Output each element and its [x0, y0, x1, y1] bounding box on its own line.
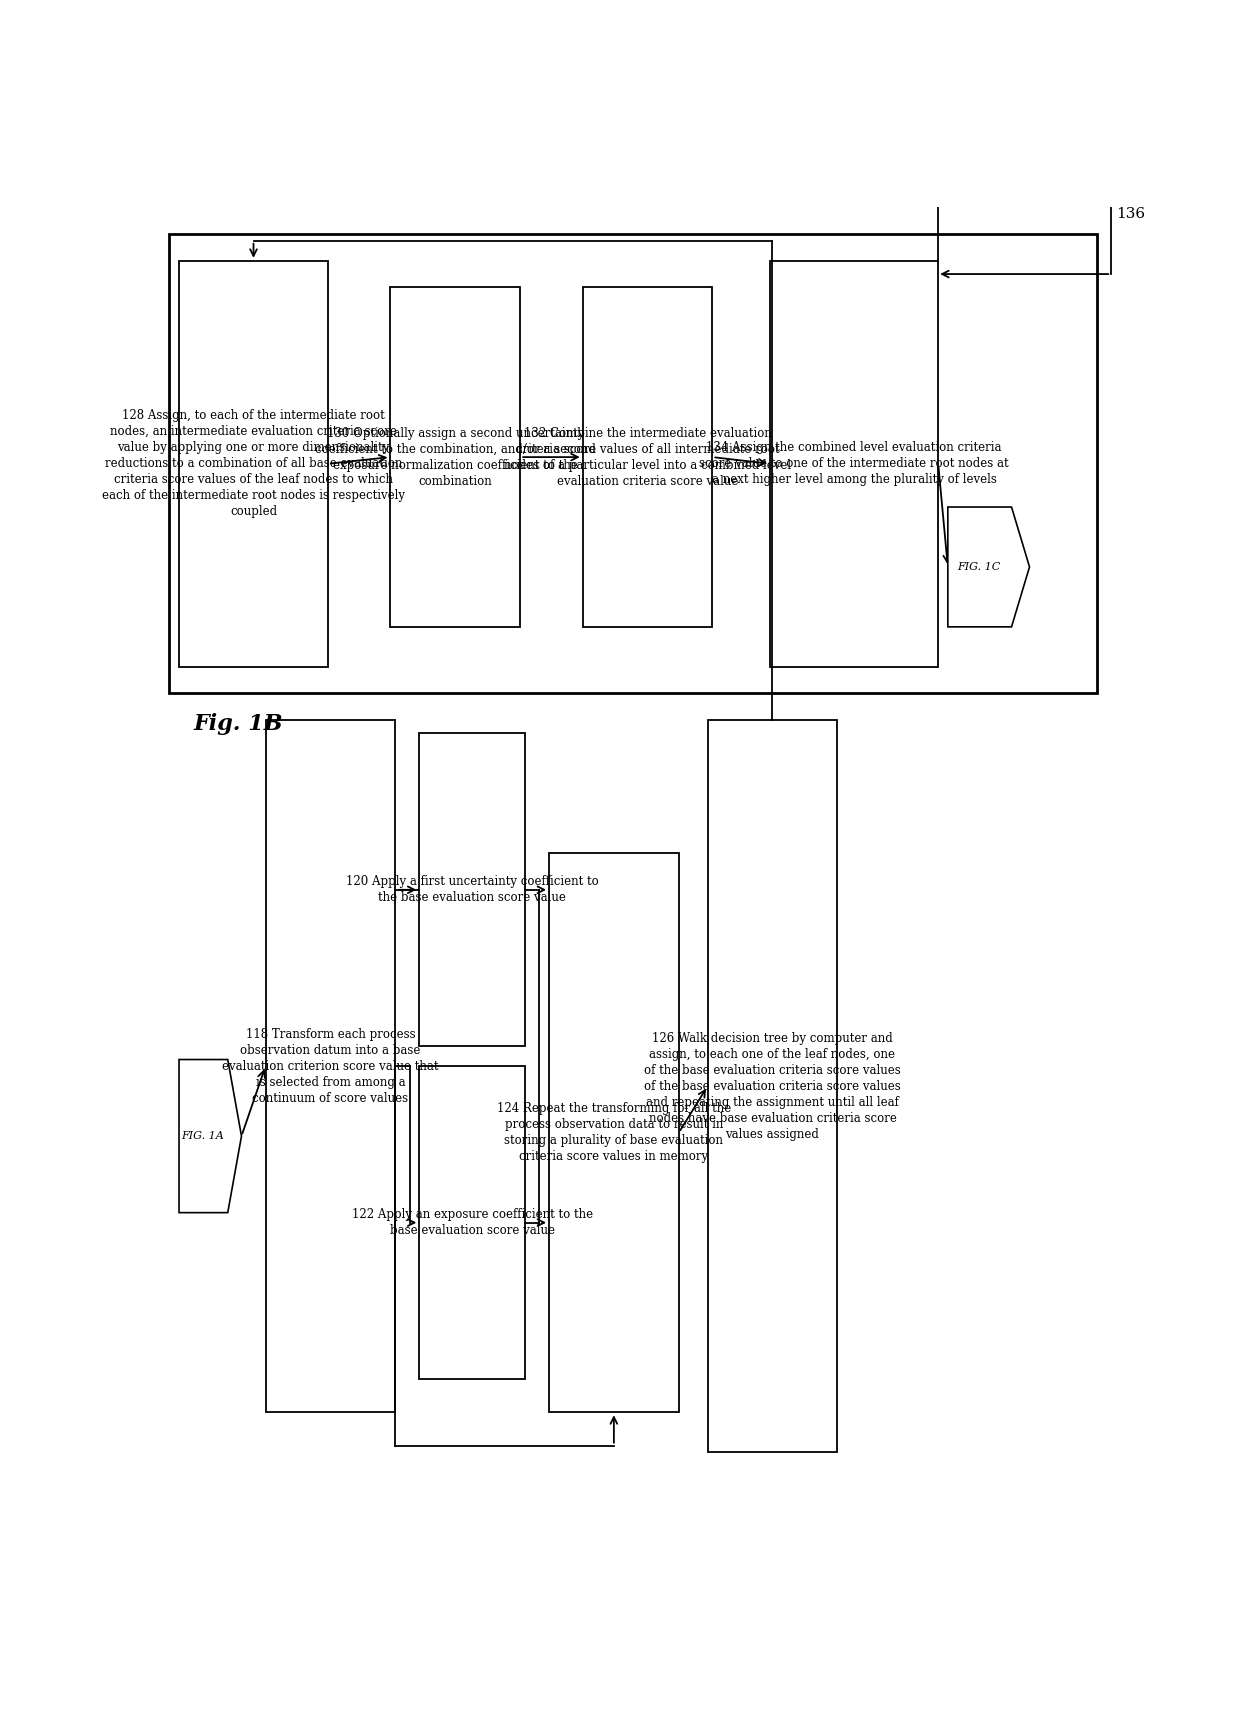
- FancyBboxPatch shape: [549, 852, 678, 1413]
- Text: Fig. 1B: Fig. 1B: [193, 714, 283, 735]
- Text: FIG. 1A: FIG. 1A: [181, 1131, 224, 1141]
- FancyBboxPatch shape: [708, 719, 837, 1452]
- Text: 124 Repeat the transforming for all the
process observation data to result in
st: 124 Repeat the transforming for all the …: [497, 1103, 732, 1164]
- Text: 120 Apply a first uncertainty coefficient to
the base evaluation score value: 120 Apply a first uncertainty coefficien…: [346, 875, 599, 904]
- FancyBboxPatch shape: [419, 733, 525, 1046]
- FancyBboxPatch shape: [583, 287, 713, 628]
- FancyBboxPatch shape: [265, 719, 396, 1413]
- Text: 128 Assign, to each of the intermediate root
nodes, an intermediate evaluation c: 128 Assign, to each of the intermediate …: [102, 410, 405, 519]
- Text: 126 Walk decision tree by computer and
assign, to each one of the leaf nodes, on: 126 Walk decision tree by computer and a…: [644, 1032, 900, 1141]
- FancyBboxPatch shape: [770, 261, 939, 667]
- Text: 132 Combine the intermediate evaluation
criteria score values of all intermediat: 132 Combine the intermediate evaluation …: [503, 427, 791, 488]
- Text: 136: 136: [1116, 207, 1145, 221]
- Text: FIG. 1C: FIG. 1C: [957, 562, 1001, 572]
- Polygon shape: [947, 507, 1029, 628]
- Text: 122 Apply an exposure coefficient to the
base evaluation score value: 122 Apply an exposure coefficient to the…: [352, 1209, 593, 1238]
- FancyBboxPatch shape: [391, 287, 521, 628]
- Text: 118 Transform each process
observation datum into a base
evaluation criterion sc: 118 Transform each process observation d…: [222, 1027, 439, 1105]
- FancyBboxPatch shape: [179, 261, 327, 667]
- Text: 134 Assign the combined level evaluation criteria
score value to one of the inte: 134 Assign the combined level evaluation…: [699, 441, 1009, 486]
- Text: 130 Optionally assign a second uncertainty
coefficient to the combination, and/o: 130 Optionally assign a second uncertain…: [315, 427, 595, 488]
- Polygon shape: [179, 1060, 242, 1212]
- FancyBboxPatch shape: [170, 233, 1096, 693]
- FancyBboxPatch shape: [419, 1067, 525, 1380]
